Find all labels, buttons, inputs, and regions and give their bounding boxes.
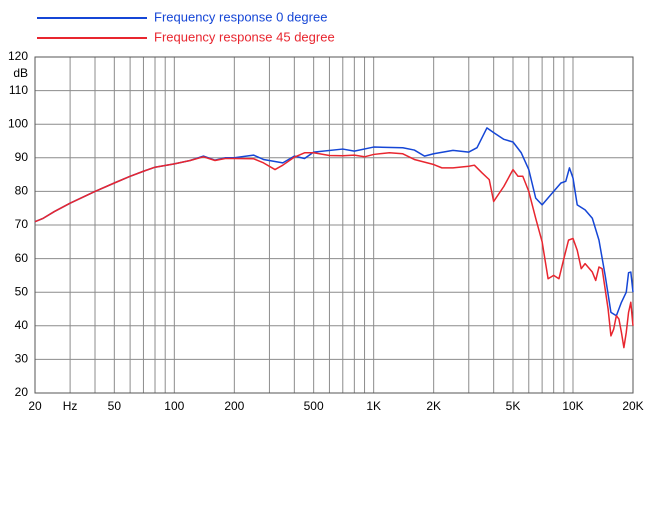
y-unit-label: dB [13,66,28,80]
series-line [34,152,634,349]
y-tick-label: 50 [15,284,29,298]
x-tick-label: 1K [366,399,381,413]
legend-label: Frequency response 45 degree [154,29,335,44]
y-tick-label: 30 [15,352,29,366]
y-tick-label: 80 [15,184,29,198]
x-tick-label: 2K [426,399,441,413]
x-unit-label: Hz [63,399,78,413]
x-tick-label: 100 [164,399,184,413]
x-tick-label: 5K [506,399,521,413]
x-tick-label: 10K [562,399,583,413]
y-tick-label: 70 [15,217,29,231]
x-tick-label: 200 [224,399,244,413]
y-tick-label: 120 [8,49,28,63]
x-tick-label: 20 [28,399,42,413]
y-tick-label: 40 [15,318,29,332]
y-tick-label: 110 [9,83,28,97]
y-tick-label: 100 [8,116,28,130]
legend-label: Frequency response 0 degree [154,9,327,24]
x-tick-label: 50 [108,399,122,413]
x-tick-label: 500 [304,399,324,413]
x-tick-label: 20K [622,399,643,413]
y-tick-label: 60 [15,251,29,265]
plot-frame [34,56,634,394]
y-tick-label: 20 [15,385,29,399]
y-tick-label: 90 [15,150,29,164]
